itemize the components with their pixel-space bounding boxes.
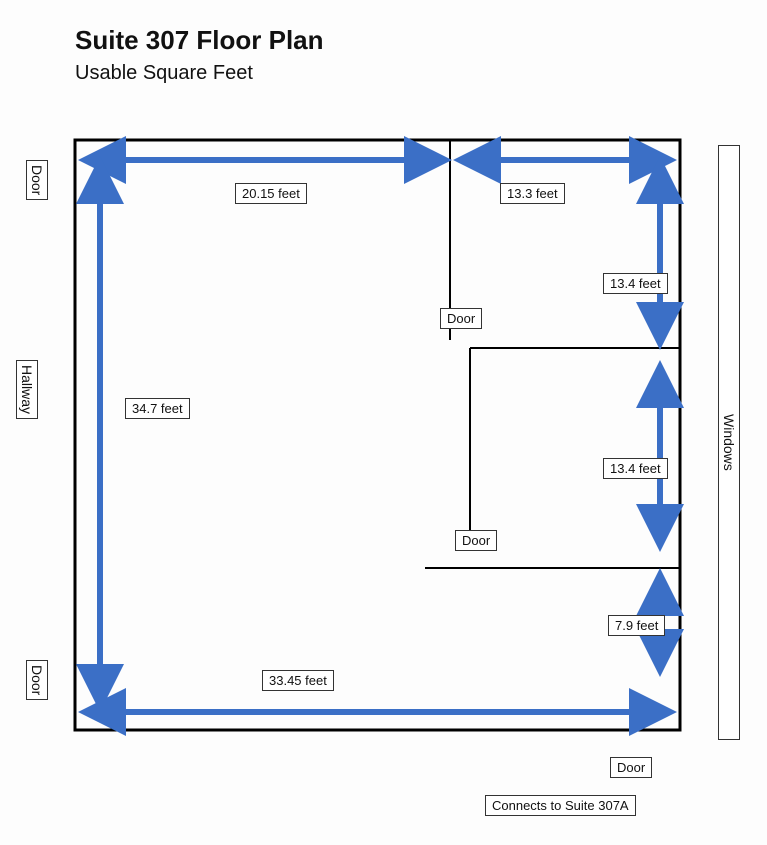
tag-door-bottom-left: Door bbox=[26, 660, 48, 700]
tag-windows: Windows bbox=[718, 145, 740, 740]
tag-door-mid-2: Door bbox=[455, 530, 497, 551]
tag-hallway: Hallway bbox=[16, 360, 38, 419]
dim-top-right: 13.3 feet bbox=[500, 183, 565, 204]
interior-walls bbox=[425, 140, 680, 568]
dim-right-2: 13.4 feet bbox=[603, 458, 668, 479]
tag-door-mid-1: Door bbox=[440, 308, 482, 329]
outer-wall bbox=[75, 140, 680, 730]
floor-plan-svg bbox=[0, 0, 767, 845]
dim-top-left: 20.15 feet bbox=[235, 183, 307, 204]
dimension-arrows bbox=[90, 160, 665, 712]
tag-door-top-left: Door bbox=[26, 160, 48, 200]
dim-left-h: 34.7 feet bbox=[125, 398, 190, 419]
dim-bottom: 33.45 feet bbox=[262, 670, 334, 691]
tag-door-bottom-right: Door bbox=[610, 757, 652, 778]
dim-right-1: 13.4 feet bbox=[603, 273, 668, 294]
floor-plan-page: Suite 307 Floor Plan Usable Square Feet … bbox=[0, 0, 767, 845]
tag-connects: Connects to Suite 307A bbox=[485, 795, 636, 816]
dim-right-3: 7.9 feet bbox=[608, 615, 665, 636]
